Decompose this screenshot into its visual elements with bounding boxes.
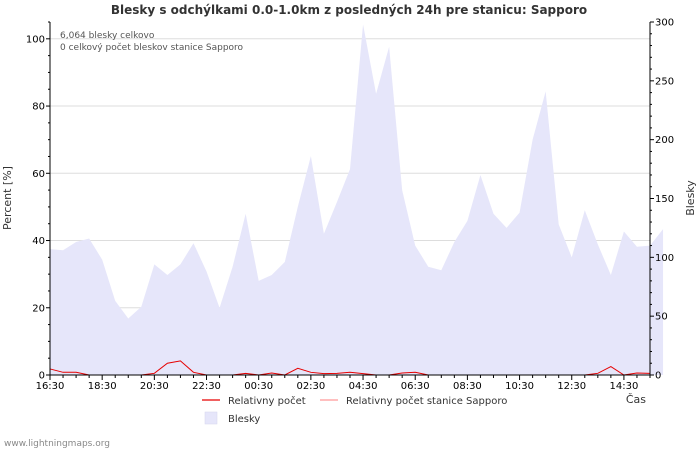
y-tick-label: 20: [32, 303, 45, 314]
chart-title: Blesky s odchýlkami 0.0-1.0km z posledný…: [111, 3, 587, 17]
y-tick-label: 60: [32, 169, 45, 180]
y-tick-label: 100: [26, 34, 45, 45]
legend-swatch-blesky: [204, 411, 218, 425]
y2-tick-label: 150: [655, 194, 674, 205]
x-tick-label: 06:30: [401, 381, 430, 392]
y2-axis-label: Blesky: [684, 180, 697, 216]
credit: www.lightningmaps.org: [4, 439, 110, 449]
x-tick-label: 18:30: [88, 381, 117, 392]
legend-label-station: Relativny počet stanice Sapporo: [346, 395, 507, 407]
x-tick-label: 02:30: [296, 381, 325, 392]
legend-label-relative: Relativny počet: [228, 395, 306, 407]
x-tick-label: 04:30: [349, 381, 378, 392]
annotation-station: 0 celkový počet bleskov stanice Sapporo: [60, 42, 244, 53]
x-tick-label: 16:30: [36, 381, 65, 392]
y2-tick-label: 100: [655, 253, 674, 264]
y-axis-label: Percent [%]: [1, 166, 14, 230]
tick-labels: 0 20 40 60 80 100 0 50 100 150 200 250 300 16:30 18:30…: [26, 18, 674, 393]
annotation-total: 6,064 blesky celkovo: [60, 31, 155, 41]
y-tick-label: 80: [32, 102, 45, 113]
y2-tick-label: 200: [655, 135, 674, 146]
y2-tick-label: 250: [655, 76, 674, 87]
y2-tick-label: 300: [655, 18, 674, 29]
legend-label-blesky: Blesky: [228, 414, 260, 425]
x-tick-label: 10:30: [505, 381, 534, 392]
y-tick-label: 40: [32, 236, 45, 247]
x-tick-label: 00:30: [244, 381, 273, 392]
legend: Relativny počet Relativny počet stanice …: [202, 395, 507, 425]
x-tick-label: 12:30: [557, 381, 586, 392]
x-tick-label: 22:30: [192, 381, 221, 392]
blesky-area: [50, 24, 664, 375]
y2-tick-label: 0: [655, 371, 661, 382]
blesky-area-layer: [50, 24, 664, 375]
x-tick-label: 08:30: [453, 381, 482, 392]
axes: [46, 21, 654, 380]
y-tick-label: 0: [39, 371, 45, 382]
x-tick-label: 20:30: [140, 381, 169, 392]
x-tick-label: 14:30: [609, 381, 638, 392]
y2-tick-label: 50: [655, 312, 668, 323]
x-axis-label: Čas: [626, 393, 646, 406]
